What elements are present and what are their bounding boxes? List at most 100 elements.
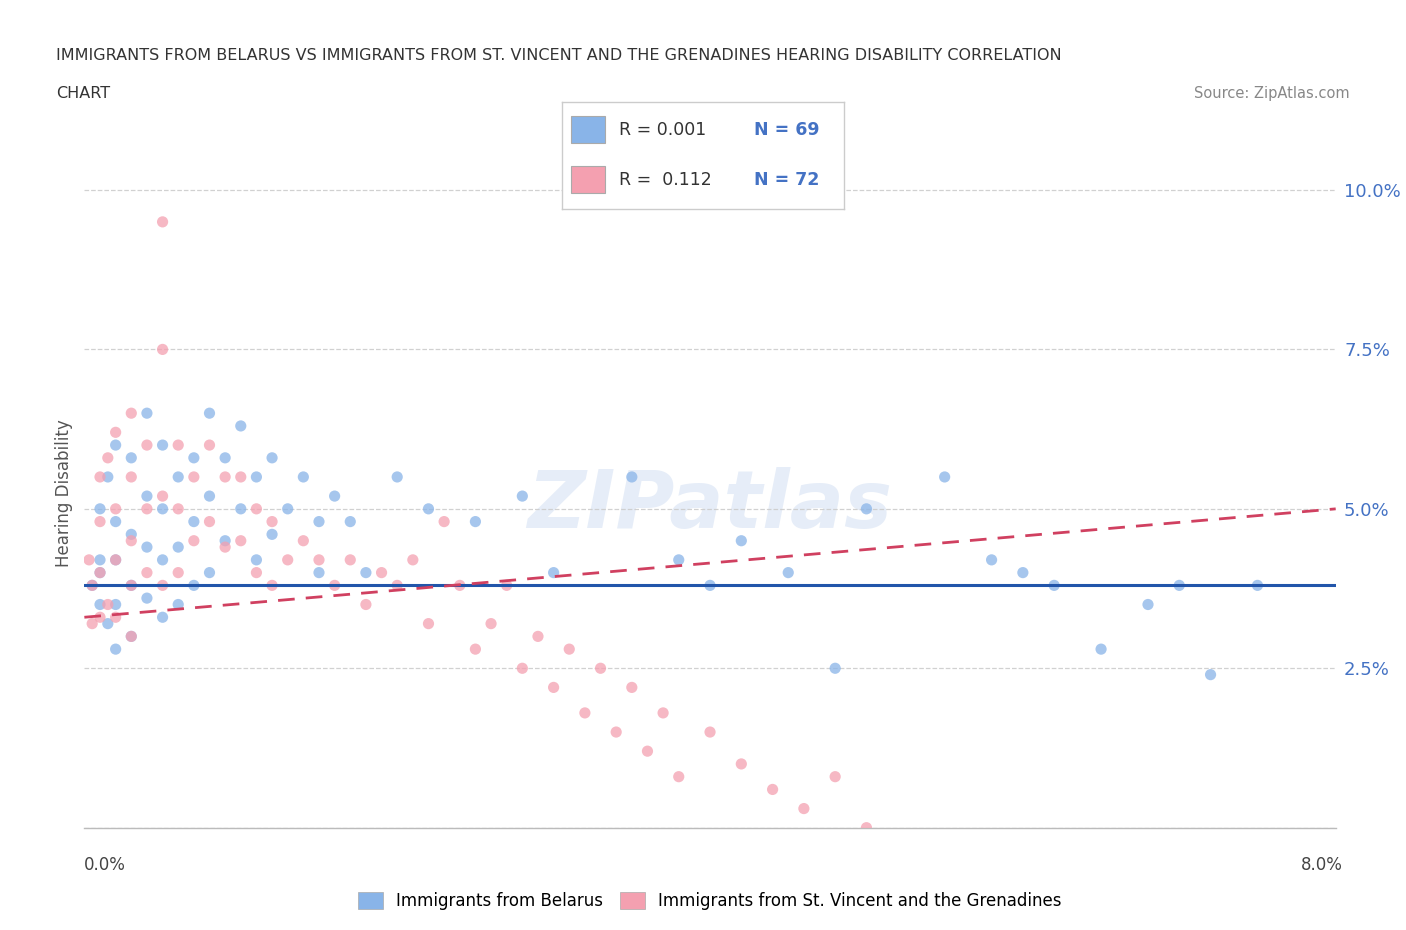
Point	[339, 552, 361, 567]
Point	[402, 552, 425, 567]
Text: 0.0%: 0.0%	[84, 856, 127, 873]
Point	[97, 617, 120, 631]
Point	[136, 405, 159, 420]
Point	[1043, 578, 1066, 592]
Point	[308, 552, 330, 567]
Point	[778, 565, 800, 580]
Point	[104, 438, 127, 453]
Point	[543, 680, 565, 695]
Point	[152, 578, 174, 592]
Point	[245, 552, 267, 567]
Y-axis label: Hearing Disability: Hearing Disability	[55, 419, 73, 566]
Point	[308, 565, 330, 580]
Point	[120, 405, 142, 420]
Point	[97, 470, 120, 485]
Point	[245, 565, 267, 580]
Point	[104, 501, 127, 516]
Point	[308, 514, 330, 529]
Point	[245, 501, 267, 516]
Point	[120, 533, 142, 548]
Point	[89, 501, 111, 516]
Point	[824, 661, 846, 676]
Point	[527, 629, 550, 644]
Point	[730, 756, 752, 771]
Point	[543, 565, 565, 580]
Point	[277, 501, 299, 516]
Point	[89, 470, 111, 485]
Point	[183, 450, 205, 465]
Text: ZIPatlas: ZIPatlas	[527, 467, 893, 545]
Point	[89, 597, 111, 612]
Text: N = 69: N = 69	[754, 121, 820, 140]
Text: R =  0.112: R = 0.112	[619, 171, 711, 190]
Point	[980, 552, 1002, 567]
Point	[198, 488, 221, 503]
Point	[385, 470, 409, 485]
Point	[354, 565, 377, 580]
Point	[198, 405, 221, 420]
Point	[1246, 578, 1268, 592]
Point	[183, 533, 205, 548]
Point	[82, 617, 104, 631]
Point	[385, 578, 409, 592]
Point	[198, 438, 221, 453]
Point	[277, 552, 299, 567]
Point	[1199, 667, 1222, 682]
Point	[120, 470, 142, 485]
Point	[354, 597, 377, 612]
Point	[620, 470, 643, 485]
Point	[120, 450, 142, 465]
Point	[183, 578, 205, 592]
Point	[183, 470, 205, 485]
Point	[104, 610, 127, 625]
Point	[855, 501, 877, 516]
Point	[77, 552, 100, 567]
Text: R = 0.001: R = 0.001	[619, 121, 706, 140]
Point	[97, 597, 120, 612]
Point	[1136, 597, 1159, 612]
Point	[934, 470, 956, 485]
Point	[855, 820, 877, 835]
Point	[668, 769, 690, 784]
Point	[136, 591, 159, 605]
Point	[198, 514, 221, 529]
Point	[152, 552, 174, 567]
Point	[152, 342, 174, 357]
Point	[323, 578, 346, 592]
Point	[167, 438, 190, 453]
Point	[323, 488, 346, 503]
Point	[464, 642, 486, 657]
Text: CHART: CHART	[56, 86, 110, 100]
Point	[104, 642, 127, 657]
Point	[152, 215, 174, 230]
Point	[104, 425, 127, 440]
Point	[620, 680, 643, 695]
Point	[152, 438, 174, 453]
Point	[262, 450, 284, 465]
Point	[214, 533, 236, 548]
Point	[104, 514, 127, 529]
Point	[479, 617, 502, 631]
Point	[136, 438, 159, 453]
Text: N = 72: N = 72	[754, 171, 818, 190]
Legend: Immigrants from Belarus, Immigrants from St. Vincent and the Grenadines: Immigrants from Belarus, Immigrants from…	[359, 892, 1062, 910]
Point	[89, 610, 111, 625]
Point	[167, 470, 190, 485]
Point	[120, 629, 142, 644]
Point	[245, 470, 267, 485]
Point	[1012, 565, 1035, 580]
Point	[1168, 578, 1191, 592]
Point	[292, 533, 315, 548]
Text: IMMIGRANTS FROM BELARUS VS IMMIGRANTS FROM ST. VINCENT AND THE GRENADINES HEARIN: IMMIGRANTS FROM BELARUS VS IMMIGRANTS FR…	[56, 48, 1062, 63]
Point	[512, 661, 534, 676]
Point	[120, 629, 142, 644]
Point	[418, 617, 440, 631]
Point	[82, 578, 104, 592]
Point	[152, 488, 174, 503]
Point	[152, 501, 174, 516]
Point	[262, 578, 284, 592]
Point	[136, 539, 159, 554]
Point	[104, 552, 127, 567]
Point	[120, 527, 142, 542]
Point	[152, 610, 174, 625]
